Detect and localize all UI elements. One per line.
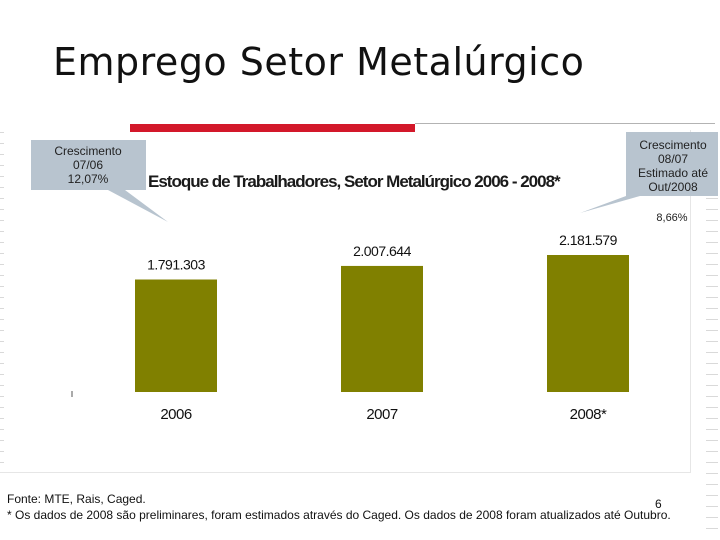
slide-number: 6 bbox=[655, 497, 662, 511]
title-accent-bar bbox=[130, 124, 415, 132]
value-label-2007: 2.007.644 bbox=[353, 243, 411, 259]
callout-left-line-2: 07/06 bbox=[73, 158, 103, 172]
callout-right-shape bbox=[580, 132, 718, 213]
category-label-2008: 2008* bbox=[570, 406, 607, 423]
callout-growth-07-06: Crescimento 07/06 12,07% bbox=[31, 140, 168, 222]
bars-group bbox=[135, 255, 629, 392]
chart-title: Estoque de Trabalhadores, Setor Metalúrg… bbox=[148, 172, 561, 191]
right-ruler-decoration bbox=[706, 132, 718, 532]
preliminary-data-note: * Os dados de 2008 são preliminares, for… bbox=[7, 508, 671, 522]
bar-2008 bbox=[547, 255, 629, 392]
callout-right-line-1: Crescimento bbox=[639, 138, 707, 152]
category-label-2007: 2007 bbox=[366, 406, 398, 423]
callout-right-line-2: 08/07 bbox=[658, 152, 688, 166]
source-note: Fonte: MTE, Rais, Caged. bbox=[7, 492, 146, 506]
callout-left-line-3: 12,07% bbox=[68, 172, 109, 186]
value-labels-group: 1.791.303 2.007.644 2.181.579 bbox=[147, 232, 618, 273]
category-labels-group: 2006 2007 2008* bbox=[160, 406, 607, 423]
slide-title: Emprego Setor Metalúrgico bbox=[53, 40, 585, 84]
left-ruler-decoration bbox=[0, 132, 4, 470]
title-divider-line bbox=[415, 123, 715, 124]
category-label-2006: 2006 bbox=[160, 406, 192, 423]
callout-left-shape bbox=[31, 140, 168, 222]
callout-right-line-3: Estimado até bbox=[638, 166, 708, 180]
bar-2006 bbox=[135, 279, 217, 392]
callout-growth-08-07: Crescimento 08/07 Estimado até Out/2008 bbox=[580, 132, 718, 213]
callout-left-line-1: Crescimento bbox=[54, 144, 122, 158]
callout-right-line-4: Out/2008 bbox=[648, 180, 698, 194]
value-label-2008: 2.181.579 bbox=[559, 232, 617, 248]
growth-rate-08-07: 8,66% bbox=[656, 212, 687, 224]
value-label-2006: 1.791.303 bbox=[147, 257, 205, 273]
bar-2007 bbox=[341, 265, 423, 392]
